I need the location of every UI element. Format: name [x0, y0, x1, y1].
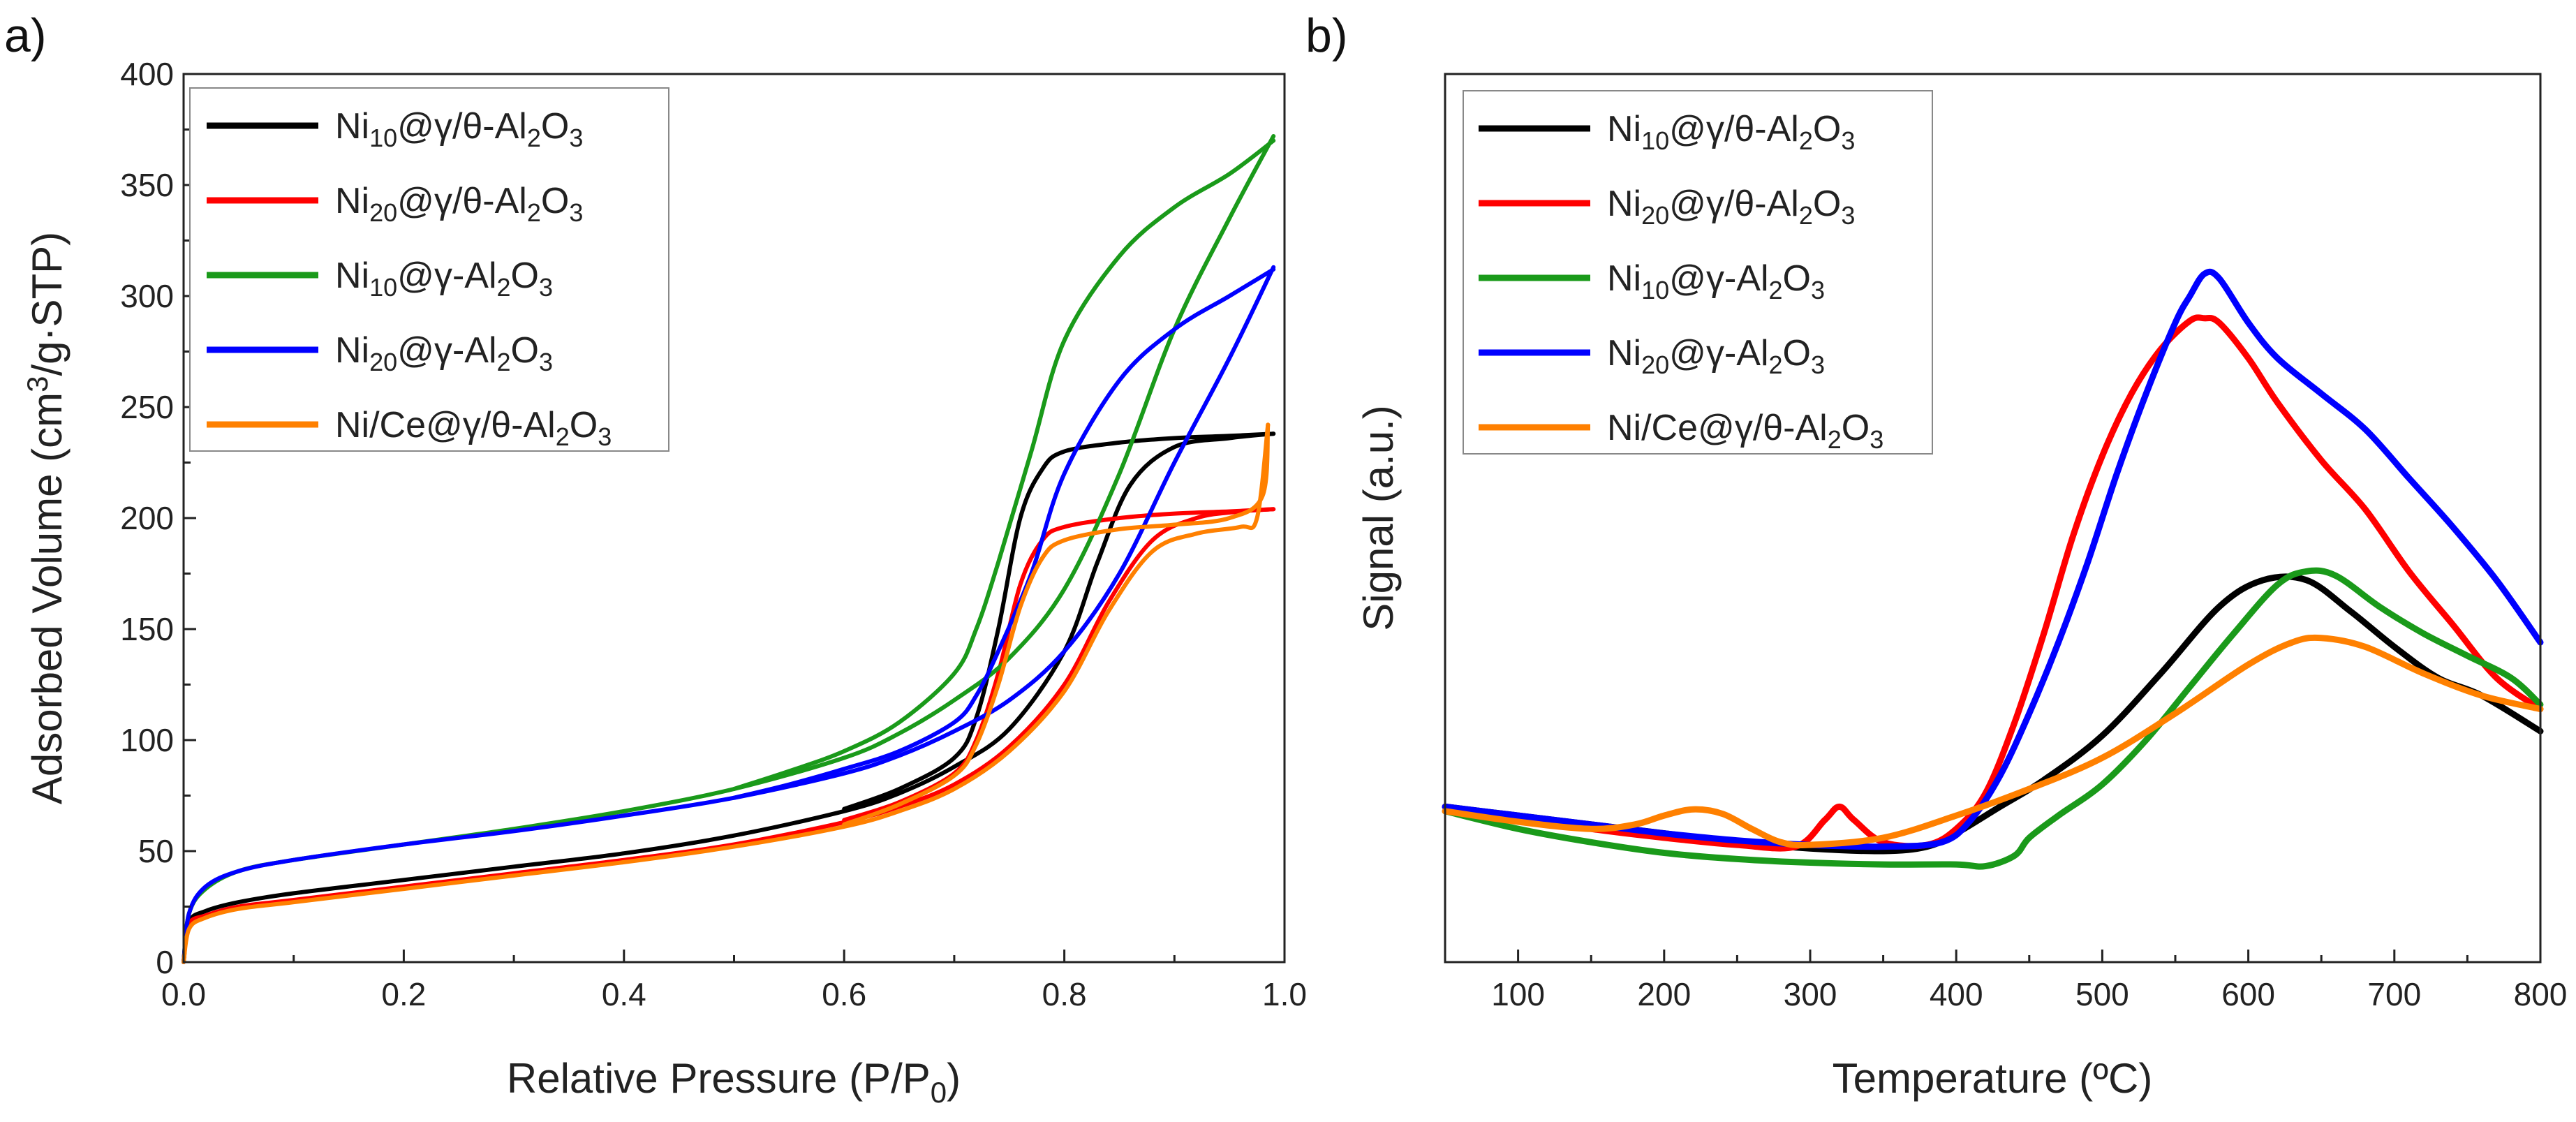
b-x-tick-label: 600 [2221, 976, 2275, 1012]
tpr-line-nice-gamma-theta [1442, 634, 2544, 849]
tpr-line-ni20-gamma [1442, 268, 2544, 850]
b-x-tick-label: 800 [2514, 976, 2568, 1012]
adsorption-line-ni10-gamma-theta [182, 431, 1276, 964]
panel-b-x-axis-label: Temperature (ºC) [1833, 1055, 2153, 1102]
a-x-tick-label: 0.2 [381, 976, 426, 1012]
tpr-line-ni10-gamma [1442, 567, 2544, 870]
adsorption-line-ni20-gamma [182, 265, 1276, 964]
b-x-tick-label: 400 [1930, 976, 1983, 1012]
a-x-tick-label: 1.0 [1262, 976, 1307, 1012]
a-y-tick-label: 300 [120, 278, 174, 314]
b-x-tick-label: 100 [1491, 976, 1545, 1012]
panel-a: a) 0.0 0.2 0.4 0.6 0.8 1.0 0 50 100 150 200 250 300 3… [4, 9, 1307, 1109]
panel-a-x-axis-label: Relative Pressure (P/P0) [507, 1055, 961, 1109]
legend-label-ni20-gamma: Ni20@γ-Al2O3 [1607, 333, 1825, 379]
a-y-tick-label: 250 [120, 389, 174, 425]
a-y-tick-label: 400 [120, 56, 174, 92]
adsorption-line-nice-gamma-theta [182, 422, 1271, 964]
adsorption-line-ni20-gamma-theta [182, 507, 1276, 964]
panel-a-axis-ticks: 0.0 0.2 0.4 0.6 0.8 1.0 0 50 100 150 200 250 300 350 4… [120, 56, 1307, 1012]
panel-b-legend-frame [1463, 90, 1933, 455]
panel-b-legend: Ni10@γ/θ-Al2O3 Ni20@γ/θ-Al2O3 Ni10@γ-Al2O3… [1463, 90, 1933, 455]
tpr-line-ni20-gamma-theta [1442, 314, 2544, 852]
a-x-tick-label: 0.4 [602, 976, 646, 1012]
a-x-tick-label: 0.6 [822, 976, 866, 1012]
a-x-tick-label: 0.8 [1042, 976, 1087, 1012]
panel-b-axis-ticks: 100 200 300 400 500 600 700 800 [1444, 950, 2568, 1012]
panel-a-legend-entries: Ni10@γ/θ-Al2O3 Ni20@γ/θ-Al2O3 Ni10@γ-Al2O3… [207, 106, 612, 451]
series-ni10-gamma-theta [182, 431, 1276, 964]
panel-b-legend-entries: Ni10@γ/θ-Al2O3 Ni20@γ/θ-Al2O3 Ni10@γ-Al2O3… [1479, 109, 1883, 454]
desorption-line-ni20-gamma [732, 267, 1276, 800]
panel-label-b: b) [1305, 9, 1347, 62]
panel-b-y-axis-label: Signal (a.u.) [1355, 405, 1402, 631]
a-y-tick-label: 100 [120, 722, 174, 758]
b-x-tick-label: 200 [1637, 976, 1691, 1012]
a-y-tick-label: 0 [156, 944, 174, 980]
legend-label-ni20-gamma: Ni20@γ-Al2O3 [335, 330, 553, 376]
panel-b-series-group [1442, 268, 2544, 870]
panel-a-series-group [182, 134, 1276, 964]
series-nice-gamma-theta [182, 422, 1271, 964]
desorption-line-ni10-gamma [732, 138, 1276, 791]
b-x-tick-label: 500 [2075, 976, 2129, 1012]
legend-label-nice-gamma-theta: Ni/Ce@γ/θ-Al2O3 [335, 405, 612, 451]
tpr-line-ni10-gamma-theta [1442, 573, 2544, 855]
a-y-tick-label: 50 [138, 833, 174, 869]
a-y-tick-label: 150 [120, 611, 174, 647]
legend-label-ni10-gamma: Ni10@γ-Al2O3 [1607, 258, 1825, 304]
legend-label-nice-gamma-theta: Ni/Ce@γ/θ-Al2O3 [1607, 408, 1883, 454]
a-y-tick-label: 200 [120, 500, 174, 536]
legend-label-ni10-gamma-theta: Ni10@γ/θ-Al2O3 [335, 106, 583, 152]
b-x-tick-label: 700 [2367, 976, 2421, 1012]
desorption-line-ni10-gamma-theta [842, 431, 1276, 811]
series-ni20-gamma [182, 265, 1276, 964]
panel-b: b) 100 200 300 400 500 600 700 800 Temperature … [1305, 9, 2567, 1102]
panel-b-plot-frame [1444, 73, 2542, 964]
panel-a-legend-frame [189, 87, 669, 452]
panel-a-legend: Ni10@γ/θ-Al2O3 Ni20@γ/θ-Al2O3 Ni10@γ-Al2O3… [189, 87, 669, 452]
b-x-tick-label: 300 [1784, 976, 1837, 1012]
a-x-tick-label: 0.0 [161, 976, 206, 1012]
legend-label-ni20-gamma-theta: Ni20@γ/θ-Al2O3 [1607, 184, 1855, 230]
desorption-line-nice-gamma-theta [842, 422, 1271, 827]
panel-label-a: a) [4, 9, 46, 62]
panel-a-y-axis-label: Adsorbed Volume (cm3/g·STP) [21, 232, 71, 804]
legend-label-ni10-gamma-theta: Ni10@γ/θ-Al2O3 [1607, 109, 1855, 155]
a-y-tick-label: 350 [120, 167, 174, 203]
legend-label-ni10-gamma: Ni10@γ-Al2O3 [335, 256, 553, 302]
legend-label-ni20-gamma-theta: Ni20@γ/θ-Al2O3 [335, 181, 583, 227]
